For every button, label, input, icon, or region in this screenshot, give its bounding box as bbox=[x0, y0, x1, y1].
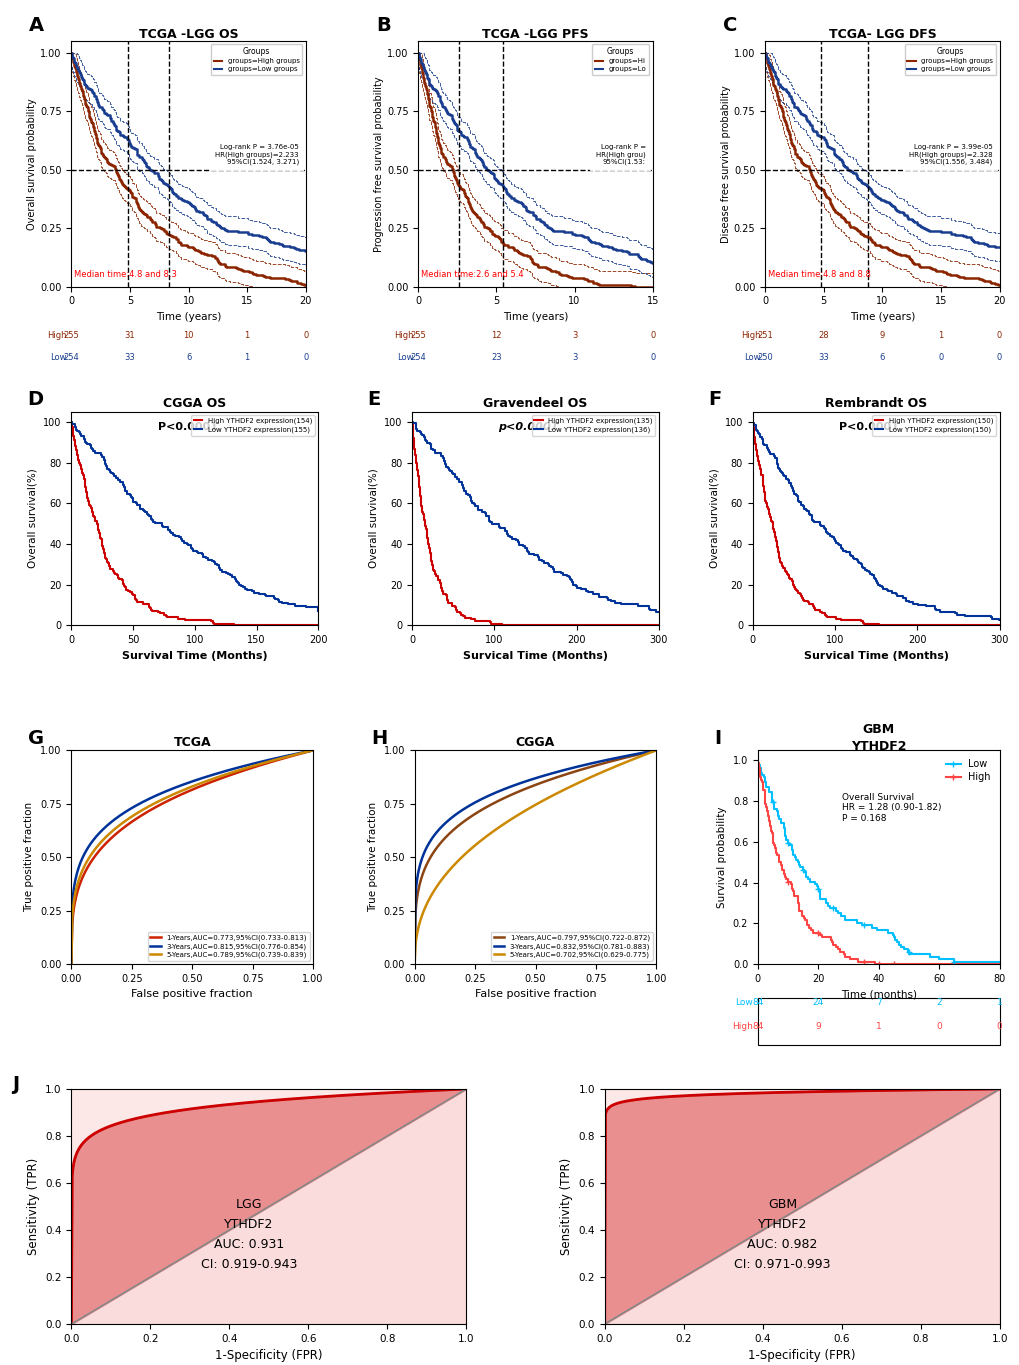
Text: 31: 31 bbox=[124, 330, 136, 340]
Text: 6: 6 bbox=[878, 354, 884, 362]
Low YTHDF2 expression(155) bbox=[281, 597, 293, 613]
High YTHDF2 expression(135) bbox=[496, 617, 508, 633]
High bbox=[868, 955, 880, 972]
High YTHDF2 expression(135) bbox=[652, 617, 664, 633]
Line: High: High bbox=[757, 760, 999, 964]
Text: 254: 254 bbox=[63, 354, 79, 362]
Line: Low: Low bbox=[757, 760, 999, 961]
Text: YTHDF2: YTHDF2 bbox=[850, 740, 906, 752]
Text: Low: Low bbox=[396, 354, 414, 362]
Text: 0: 0 bbox=[303, 330, 308, 340]
Y-axis label: Overall survival(%): Overall survival(%) bbox=[28, 468, 38, 568]
Text: High: High bbox=[393, 330, 414, 340]
High bbox=[756, 781, 768, 797]
Text: 255: 255 bbox=[410, 330, 426, 340]
Text: 9: 9 bbox=[879, 330, 884, 340]
Text: 12: 12 bbox=[491, 330, 501, 340]
Text: Log-rank P = 3.99e-05
HR(High groups)=2.328
95%CI(1.556, 3.484): Log-rank P = 3.99e-05 HR(High groups)=2.… bbox=[908, 145, 991, 165]
High YTHDF2 expression(154) bbox=[78, 470, 91, 486]
Text: 84: 84 bbox=[751, 998, 763, 1007]
High YTHDF2 expression(135) bbox=[425, 553, 437, 569]
Title: TCGA: TCGA bbox=[173, 736, 211, 749]
Text: E: E bbox=[367, 390, 380, 410]
Y-axis label: True positive fraction: True positive fraction bbox=[368, 803, 377, 912]
Text: 84: 84 bbox=[751, 1021, 763, 1031]
Text: D: D bbox=[26, 390, 43, 410]
Text: 0: 0 bbox=[935, 1021, 942, 1031]
X-axis label: Survival Time (Months): Survival Time (Months) bbox=[122, 651, 267, 661]
Low YTHDF2 expression(150) bbox=[993, 612, 1005, 628]
Low YTHDF2 expression(136) bbox=[460, 485, 472, 501]
X-axis label: Time (years): Time (years) bbox=[849, 313, 914, 322]
X-axis label: 1-Specificity (FPR): 1-Specificity (FPR) bbox=[748, 1350, 855, 1362]
Text: 23: 23 bbox=[490, 354, 501, 362]
Low YTHDF2 expression(155) bbox=[100, 459, 112, 475]
Y-axis label: Overall survival(%): Overall survival(%) bbox=[368, 468, 378, 568]
Low bbox=[799, 867, 811, 883]
Legend: High YTHDF2 expression(135), Low YTHDF2 expression(136): High YTHDF2 expression(135), Low YTHDF2 … bbox=[531, 415, 655, 435]
Text: 24: 24 bbox=[812, 998, 823, 1007]
Title: TCGA- LGG DFS: TCGA- LGG DFS bbox=[827, 27, 935, 41]
Text: A: A bbox=[30, 16, 44, 35]
Text: 0: 0 bbox=[649, 330, 654, 340]
Low YTHDF2 expression(136) bbox=[480, 508, 492, 524]
Text: High: High bbox=[740, 330, 760, 340]
Line: Low YTHDF2 expression(155): Low YTHDF2 expression(155) bbox=[71, 422, 318, 612]
Low bbox=[777, 820, 790, 837]
High bbox=[766, 827, 779, 844]
Title: CGGA OS: CGGA OS bbox=[163, 397, 226, 411]
Text: 254: 254 bbox=[410, 354, 426, 362]
Text: 0: 0 bbox=[996, 354, 1002, 362]
Text: p<0.0001: p<0.0001 bbox=[498, 422, 558, 433]
Low YTHDF2 expression(136) bbox=[462, 486, 474, 502]
Low YTHDF2 expression(155) bbox=[65, 414, 77, 430]
Low YTHDF2 expression(150) bbox=[784, 475, 796, 491]
Text: High: High bbox=[47, 330, 66, 340]
Text: Low: Low bbox=[743, 354, 760, 362]
Text: 10: 10 bbox=[183, 330, 194, 340]
Low YTHDF2 expression(150) bbox=[763, 445, 775, 461]
Text: C: C bbox=[722, 16, 737, 35]
Low bbox=[751, 752, 763, 768]
Low YTHDF2 expression(150) bbox=[863, 564, 875, 580]
Text: Median time:4.8 and 8.8: Median time:4.8 and 8.8 bbox=[767, 270, 869, 280]
Text: 3: 3 bbox=[572, 330, 577, 340]
High YTHDF2 expression(150) bbox=[993, 617, 1005, 633]
Text: GBM: GBM bbox=[862, 722, 894, 736]
High YTHDF2 expression(154) bbox=[69, 435, 82, 452]
Line: Low YTHDF2 expression(150): Low YTHDF2 expression(150) bbox=[752, 422, 999, 620]
Title: TCGA -LGG OS: TCGA -LGG OS bbox=[139, 27, 238, 41]
Title: Gravendeel OS: Gravendeel OS bbox=[483, 397, 587, 411]
Y-axis label: Progression free survival probability: Progression free survival probability bbox=[374, 76, 384, 251]
Legend: groups=Hi, groups=Lo: groups=Hi, groups=Lo bbox=[591, 45, 648, 75]
Y-axis label: Overall survival probability: Overall survival probability bbox=[28, 98, 38, 229]
Text: 1: 1 bbox=[937, 330, 943, 340]
Text: Low: Low bbox=[735, 998, 752, 1007]
High YTHDF2 expression(150) bbox=[818, 606, 830, 622]
Text: Overall Survival
HR = 1.28 (0.90-1.82)
P = 0.168: Overall Survival HR = 1.28 (0.90-1.82) P… bbox=[842, 793, 942, 823]
High bbox=[775, 859, 788, 875]
High YTHDF2 expression(150) bbox=[808, 601, 820, 617]
Low YTHDF2 expression(150) bbox=[991, 612, 1004, 628]
High YTHDF2 expression(154) bbox=[145, 601, 157, 617]
Low bbox=[850, 912, 862, 928]
X-axis label: Time (years): Time (years) bbox=[502, 313, 568, 322]
Low YTHDF2 expression(155) bbox=[133, 497, 146, 513]
High YTHDF2 expression(154) bbox=[65, 414, 77, 430]
Text: Log-rank P = 3.76e-05
HR(High groups)=2.233
95%CI(1.524, 3.271): Log-rank P = 3.76e-05 HR(High groups)=2.… bbox=[215, 145, 299, 165]
Text: Median time:2.6 and 5.4: Median time:2.6 and 5.4 bbox=[420, 270, 523, 280]
Text: 0: 0 bbox=[649, 354, 654, 362]
X-axis label: Time (months): Time (months) bbox=[840, 990, 916, 999]
Text: 33: 33 bbox=[817, 354, 828, 362]
Low YTHDF2 expression(155) bbox=[236, 579, 249, 595]
Text: I: I bbox=[713, 729, 720, 748]
High bbox=[751, 752, 763, 768]
High YTHDF2 expression(135) bbox=[408, 438, 420, 455]
X-axis label: Survical Time (Months): Survical Time (Months) bbox=[463, 651, 607, 661]
Text: 1: 1 bbox=[245, 330, 250, 340]
High YTHDF2 expression(135) bbox=[406, 414, 418, 430]
Text: 1: 1 bbox=[245, 354, 250, 362]
High YTHDF2 expression(154) bbox=[89, 511, 101, 527]
Line: Low YTHDF2 expression(136): Low YTHDF2 expression(136) bbox=[412, 422, 658, 612]
Text: 2: 2 bbox=[935, 998, 942, 1007]
